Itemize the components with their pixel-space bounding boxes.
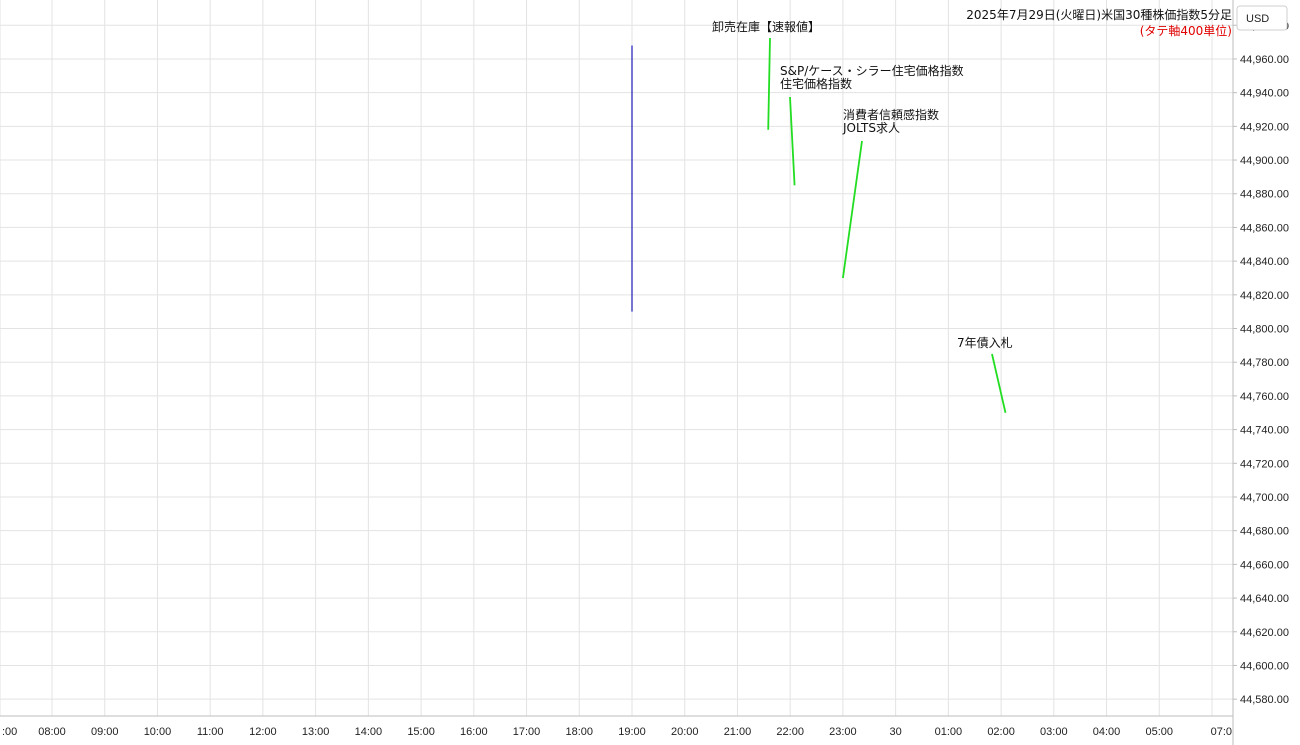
y-tick-label: 44,660.00 bbox=[1240, 559, 1289, 571]
y-tick-label: 44,800.00 bbox=[1240, 324, 1289, 336]
y-tick-label: 44,940.00 bbox=[1240, 88, 1289, 100]
x-tick-label: 13:00 bbox=[302, 726, 330, 738]
event-annotation: 7年債入札 bbox=[957, 335, 1013, 413]
y-tick-label: 44,960.00 bbox=[1240, 54, 1289, 66]
grid bbox=[0, 0, 1233, 716]
chart-title: 2025年7月29日(火曜日)米国30種株価指数5分足 bbox=[966, 7, 1232, 22]
x-tick-label: 01:00 bbox=[935, 726, 963, 738]
currency-label: USD bbox=[1246, 13, 1269, 25]
chart-subtitle: (タテ軸400単位) bbox=[1140, 23, 1232, 38]
x-tick-label: 08:00 bbox=[38, 726, 66, 738]
x-tick-label: 23:00 bbox=[829, 726, 857, 738]
x-tick-label: 07:0 bbox=[1211, 726, 1232, 738]
y-tick-label: 44,760.00 bbox=[1240, 391, 1289, 403]
annotation-label: S&P/ケース・シラー住宅価格指数 bbox=[780, 63, 964, 78]
y-tick-label: 44,580.00 bbox=[1240, 694, 1289, 706]
x-tick-label: 16:00 bbox=[460, 726, 488, 738]
x-tick-label: 30 bbox=[890, 726, 902, 738]
x-tick-label: 17:00 bbox=[513, 726, 541, 738]
y-tick-label: 44,900.00 bbox=[1240, 155, 1289, 167]
x-tick-label: :00 bbox=[2, 726, 17, 738]
price-axis: 44,580.00 44,600.00 44,620.00 44,640.00 44,6… bbox=[1233, 20, 1289, 706]
y-tick-label: 44,820.00 bbox=[1240, 290, 1289, 302]
annotation-pointer bbox=[789, 96, 796, 186]
x-tick-label: 09:00 bbox=[91, 726, 119, 738]
y-tick-label: 44,700.00 bbox=[1240, 492, 1289, 504]
annotation-pointer bbox=[991, 353, 1007, 413]
annotation-label: 住宅価格指数 bbox=[780, 76, 852, 91]
y-tick-label: 44,680.00 bbox=[1240, 526, 1289, 538]
y-tick-label: 44,860.00 bbox=[1240, 222, 1289, 234]
y-tick-label: 44,600.00 bbox=[1240, 660, 1289, 672]
x-tick-label: 10:00 bbox=[144, 726, 172, 738]
x-tick-label: 15:00 bbox=[407, 726, 435, 738]
x-tick-label: 18:00 bbox=[566, 726, 594, 738]
currency-selector[interactable]: USD bbox=[1236, 5, 1288, 31]
y-tick-label: 44,880.00 bbox=[1240, 189, 1289, 201]
y-tick-label: 44,780.00 bbox=[1240, 357, 1289, 369]
x-tick-label: 22:00 bbox=[776, 726, 804, 738]
y-tick-label: 44,740.00 bbox=[1240, 425, 1289, 437]
annotation-pointer bbox=[767, 37, 771, 130]
x-tick-label: 21:00 bbox=[724, 726, 752, 738]
x-tick-label: 14:00 bbox=[355, 726, 383, 738]
event-annotation: 卸売在庫【速報値】 bbox=[712, 19, 820, 130]
x-tick-label: 12:00 bbox=[249, 726, 277, 738]
annotations: 卸売在庫【速報値】S&P/ケース・シラー住宅価格指数住宅価格指数消費者信頼感指数… bbox=[712, 19, 1013, 413]
x-tick-label: 19:00 bbox=[618, 726, 646, 738]
x-tick-label: 02:00 bbox=[987, 726, 1015, 738]
x-tick-label: 04:00 bbox=[1093, 726, 1121, 738]
annotation-label: 卸売在庫【速報値】 bbox=[712, 19, 820, 34]
time-axis: :00 08:00 09:00 10:00 11:00 12:00 13:00 14:00 15… bbox=[2, 726, 1232, 738]
x-tick-label: 03:00 bbox=[1040, 726, 1068, 738]
y-tick-label: 44,920.00 bbox=[1240, 121, 1289, 133]
annotation-pointer bbox=[842, 140, 863, 279]
annotation-label: 7年債入札 bbox=[957, 335, 1013, 350]
annotation-label: JOLTS求人 bbox=[842, 121, 900, 135]
y-tick-label: 44,640.00 bbox=[1240, 593, 1289, 605]
y-tick-label: 44,840.00 bbox=[1240, 256, 1289, 268]
annotation-label: 消費者信頼感指数 bbox=[843, 107, 939, 122]
x-tick-label: 20:00 bbox=[671, 726, 699, 738]
y-tick-label: 44,620.00 bbox=[1240, 627, 1289, 639]
x-tick-label: 05:00 bbox=[1146, 726, 1174, 738]
x-tick-label: 11:00 bbox=[197, 726, 224, 738]
y-tick-label: 44,720.00 bbox=[1240, 458, 1289, 470]
